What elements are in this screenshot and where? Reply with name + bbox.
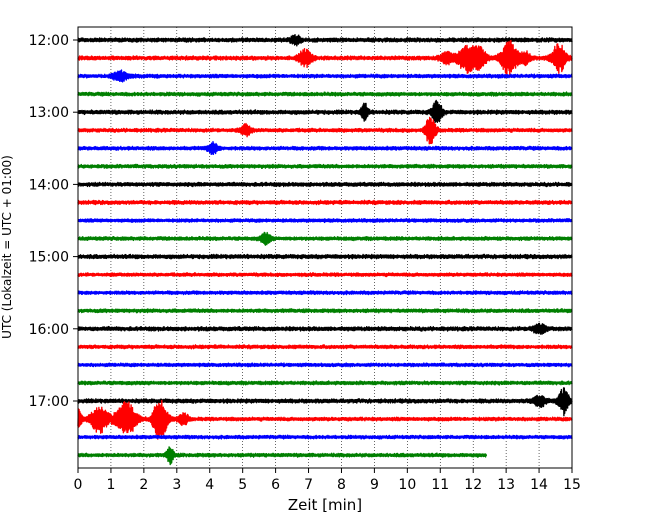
trace-1615 [77,344,573,350]
seismogram-traces [77,34,573,466]
x-tick-label: 6 [271,477,280,493]
y-tick-label: 14:00 [29,177,69,193]
trace-1715 [77,399,573,440]
trace-1645 [77,380,573,386]
x-tick-label: 10 [398,477,416,493]
y-tick-label: 15:00 [29,250,69,266]
trace-1430 [77,218,573,224]
x-tick-label: 3 [172,477,181,493]
x-tick-label: 12 [464,477,482,493]
x-tick-label: 5 [238,477,247,493]
trace-1245 [77,91,573,97]
trace-1630 [77,362,573,368]
trace-1230 [77,69,573,83]
trace-1730 [77,434,573,440]
trace-1700 [77,387,573,417]
x-tick-label: 1 [106,477,115,493]
trace-1400 [77,181,573,188]
trace-1200 [77,34,573,47]
axis-ticks: 0 1 2 3 4 5 6 7 8 9 10 11 12 13 14 1512:0013:0014:0015:… [29,33,581,493]
x-tick-label: 9 [370,477,379,493]
x-tick-label: 0 [74,477,83,493]
x-tick-label: 7 [304,477,313,493]
y-tick-label: 17:00 [29,394,69,410]
x-tick-label: 4 [205,477,214,493]
trace-1745 [77,446,488,466]
trace-1445 [77,231,573,246]
trace-1330 [77,141,573,155]
trace-1315 [77,116,573,145]
x-tick-label: 13 [497,477,515,493]
x-axis-title: Zeit [min] [288,496,362,514]
trace-1300 [77,99,573,123]
x-tick-label: 15 [563,477,581,493]
trace-1415 [77,199,573,206]
trace-1345 [77,163,573,170]
y-axis-title: UTC (Lokalzeit = UTC + 01:00) [0,155,14,339]
x-tick-label: 14 [530,477,548,493]
trace-1515 [77,272,573,278]
x-tick-label: 8 [337,477,346,493]
trace-1545 [77,308,573,314]
trace-1215 [77,39,573,76]
x-tick-label: 11 [431,477,449,493]
trace-1500 [77,253,573,260]
y-tick-label: 12:00 [29,33,69,49]
trace-1530 [77,290,573,296]
y-tick-label: 13:00 [29,105,69,121]
trace-1600 [77,322,573,335]
x-tick-label: 2 [139,477,148,493]
plot-frame [77,26,573,469]
y-tick-label: 16:00 [29,322,69,338]
